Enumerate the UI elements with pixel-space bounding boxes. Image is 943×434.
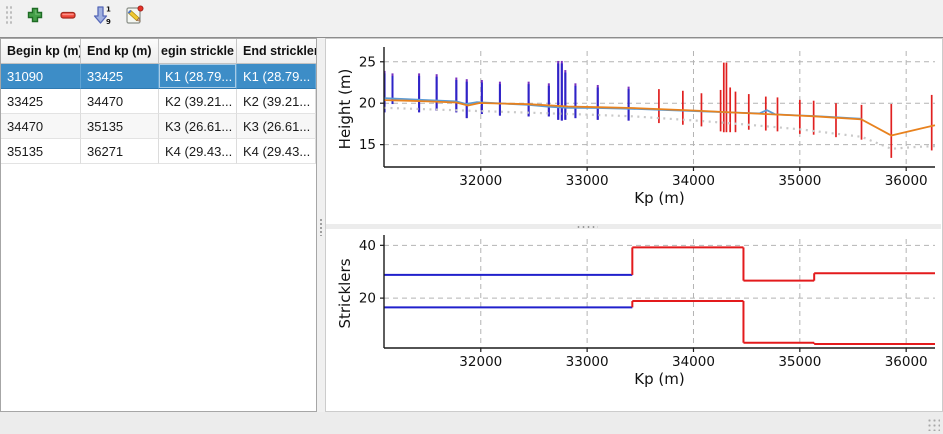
x-tick-label: 36000 <box>885 354 928 370</box>
table-row[interactable]: 31090 33425 K1 (28.79... K1 (28.79... <box>1 64 316 89</box>
cell-begin-kp[interactable]: 34470 <box>1 114 81 139</box>
x-tick-label: 32000 <box>459 173 502 189</box>
x-tick-label: 35000 <box>778 173 821 189</box>
toolbar-separator <box>0 37 943 38</box>
table-row[interactable]: 33425 34470 K2 (39.21... K2 (39.21... <box>1 89 316 114</box>
sections-selected-reach <box>383 60 630 121</box>
x-tick-label: 36000 <box>885 173 928 189</box>
splitter-grip-icon <box>319 218 323 236</box>
strickler-main-channel <box>384 246 935 282</box>
table-row[interactable]: 35135 36271 K4 (29.43... K4 (29.43... <box>1 139 316 164</box>
height-profile-chart: 32000 33000 34000 35000 36000 15 20 25 Kp (m) Hei… <box>336 47 936 207</box>
add-row-button[interactable] <box>21 2 49 28</box>
status-bar <box>0 412 943 434</box>
strickler-floodplain <box>384 300 935 346</box>
toolbar: 1 9 <box>0 0 943 30</box>
x-axis-label: Kp (m) <box>634 370 684 388</box>
remove-row-button[interactable] <box>54 2 82 28</box>
sections-other <box>658 62 933 158</box>
cell-end-kp[interactable]: 35135 <box>81 114 159 139</box>
cell-end-kp[interactable]: 33425 <box>81 64 159 89</box>
resize-grip-icon[interactable] <box>927 418 940 431</box>
gridlines <box>384 239 935 348</box>
y-tick-label: 15 <box>359 137 376 153</box>
y-axis-label: Height (m) <box>336 69 354 150</box>
y-tick-label: 20 <box>359 96 376 112</box>
cell-end-strickler[interactable]: K1 (28.79... <box>237 64 316 89</box>
axes: 32000 33000 34000 35000 36000 20 40 Kp (m) Stric… <box>336 235 935 388</box>
x-tick-label: 32000 <box>459 354 502 370</box>
stricklers-table[interactable]: Begin kp (m) End kp (m) egin strickle En… <box>0 38 317 412</box>
plus-icon <box>27 7 43 23</box>
minus-icon <box>60 11 76 19</box>
vertical-splitter[interactable] <box>317 38 325 412</box>
sort-digit-top: 1 <box>106 6 111 14</box>
cell-end-kp[interactable]: 34470 <box>81 89 159 114</box>
axes: 32000 33000 34000 35000 36000 15 20 25 Kp (m) Hei… <box>336 47 935 207</box>
y-axis-label: Stricklers <box>336 258 354 328</box>
cell-begin-kp[interactable]: 31090 <box>1 64 81 89</box>
stricklers-chart: 32000 33000 34000 35000 36000 20 40 Kp (m) Stric… <box>336 235 935 388</box>
y-tick-label: 25 <box>359 54 376 70</box>
cell-begin-strickler[interactable]: K3 (26.61... <box>159 114 237 139</box>
splitter-grip-icon <box>576 225 598 228</box>
x-tick-label: 33000 <box>566 173 609 189</box>
sort-rows-button[interactable]: 1 9 <box>87 2 115 28</box>
toolbar-drag-handle[interactable] <box>5 5 12 25</box>
cell-end-strickler[interactable]: K2 (39.21... <box>237 89 316 114</box>
horizontal-splitter[interactable] <box>326 224 941 229</box>
cell-begin-kp[interactable]: 33425 <box>1 89 81 114</box>
x-axis-label: Kp (m) <box>634 189 684 207</box>
cell-end-kp[interactable]: 36271 <box>81 139 159 164</box>
profile-line-orange <box>383 99 936 137</box>
x-tick-label: 34000 <box>672 354 715 370</box>
table-header-row: Begin kp (m) End kp (m) egin strickle En… <box>1 39 316 64</box>
cell-begin-strickler[interactable]: K4 (29.43... <box>159 139 237 164</box>
x-tick-label: 35000 <box>778 354 821 370</box>
x-tick-label: 34000 <box>672 173 715 189</box>
y-tick-label: 20 <box>359 291 376 307</box>
cell-begin-strickler[interactable]: K2 (39.21... <box>159 89 237 114</box>
sort-digit-bottom: 9 <box>106 18 111 26</box>
cell-begin-kp[interactable]: 35135 <box>1 139 81 164</box>
sort-numeric-icon: 1 9 <box>93 6 111 26</box>
cell-end-strickler[interactable]: K4 (29.43... <box>237 139 316 164</box>
header-end-strickler[interactable]: End strickler <box>243 44 316 58</box>
edit-strickler-button[interactable] <box>120 2 148 28</box>
y-tick-label: 40 <box>359 238 376 254</box>
cell-begin-strickler[interactable]: K1 (28.79... <box>159 64 237 89</box>
table-row[interactable]: 34470 35135 K3 (26.61... K3 (26.61... <box>1 114 316 139</box>
x-tick-label: 33000 <box>566 354 609 370</box>
charts-panel: 32000 33000 34000 35000 36000 15 20 25 Kp (m) Hei… <box>325 38 943 412</box>
header-end-kp[interactable]: End kp (m) <box>81 39 159 63</box>
cell-end-strickler[interactable]: K3 (26.61... <box>237 114 316 139</box>
header-begin-strickler[interactable]: egin strickle <box>159 39 237 63</box>
edit-pencil-icon <box>126 5 144 24</box>
header-begin-kp[interactable]: Begin kp (m) <box>1 39 81 63</box>
